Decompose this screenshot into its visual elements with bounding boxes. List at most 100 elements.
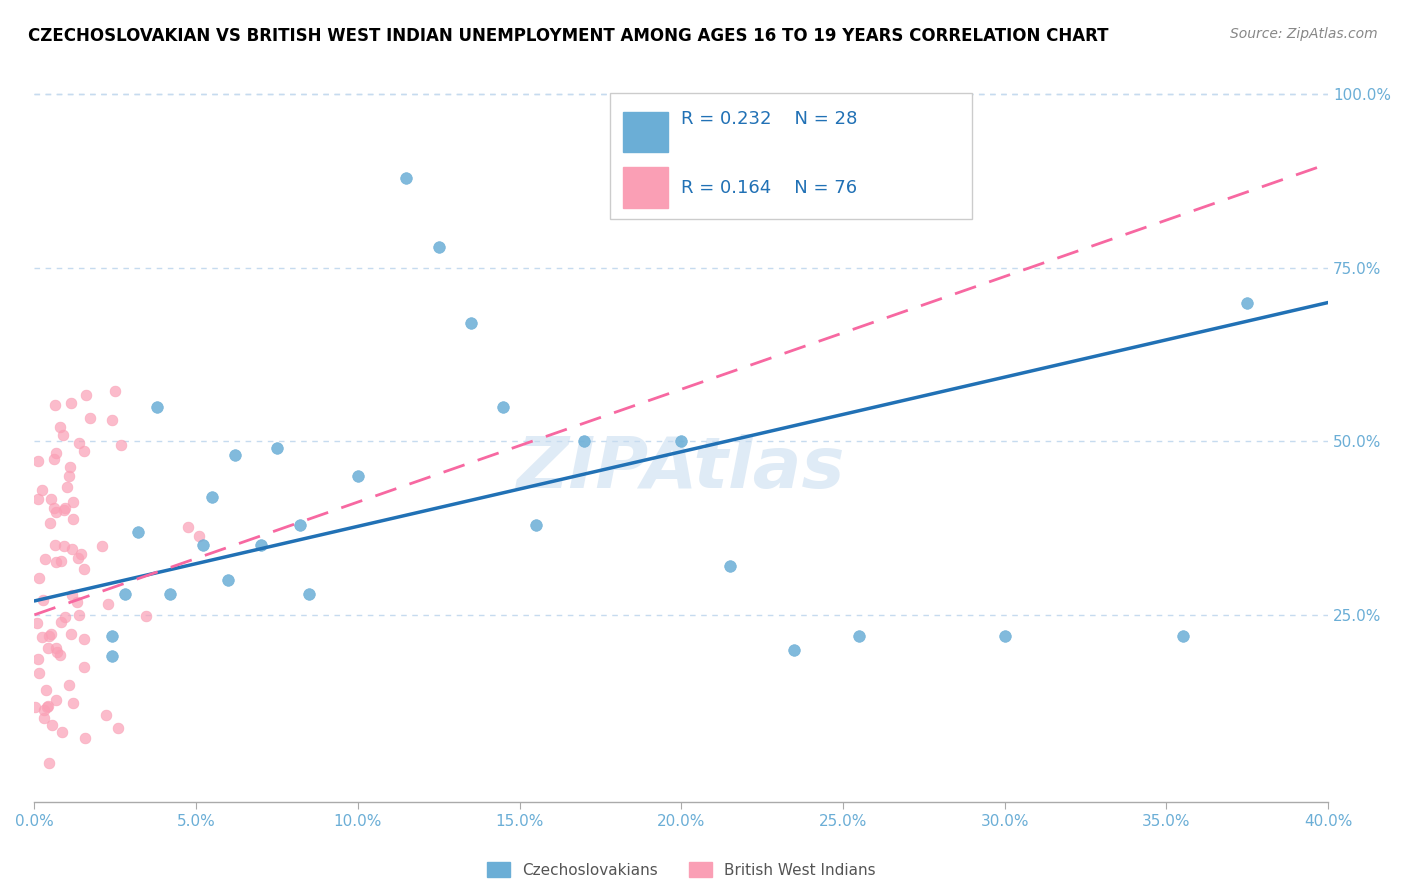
Point — [49, 648, 72, 663]
Point — [41, 717, 63, 731]
FancyBboxPatch shape — [610, 93, 973, 219]
Point — [73, 731, 96, 746]
Point — [45, 640, 67, 655]
Point — [53, 610, 76, 624]
Point — [44, 398, 66, 412]
Point — [24, 700, 46, 714]
Point — [34, 682, 56, 697]
Text: ZIPAtlas: ZIPAtlas — [517, 434, 845, 502]
Point — [28, 666, 51, 681]
Point — [73, 562, 96, 576]
Point — [146, 400, 169, 414]
Point — [34, 552, 56, 566]
Point — [60, 541, 83, 556]
Point — [427, 240, 450, 254]
Point — [38, 516, 60, 530]
Point — [135, 608, 157, 623]
Point — [62, 696, 84, 710]
Point — [460, 316, 482, 330]
Point — [27, 491, 49, 506]
Point — [45, 555, 67, 569]
Point — [67, 436, 90, 450]
Point — [75, 387, 97, 401]
Point — [177, 520, 200, 534]
Point — [73, 632, 96, 647]
Point — [52, 427, 75, 442]
Point — [101, 629, 124, 643]
Point — [395, 170, 418, 185]
Point — [492, 400, 515, 414]
Point — [52, 503, 75, 517]
Point — [39, 492, 62, 507]
Point — [60, 396, 83, 410]
Point — [31, 630, 53, 644]
Point — [37, 640, 59, 655]
Point — [201, 490, 224, 504]
Point — [66, 594, 89, 608]
Point — [288, 517, 311, 532]
Text: Source: ZipAtlas.com: Source: ZipAtlas.com — [1230, 27, 1378, 41]
Point — [73, 660, 96, 674]
Point — [217, 573, 239, 587]
Point — [51, 724, 73, 739]
Point — [44, 538, 66, 552]
Point — [69, 547, 91, 561]
Point — [38, 629, 60, 643]
Point — [52, 539, 75, 553]
Point — [524, 517, 547, 532]
Point — [104, 384, 127, 399]
Point — [34, 711, 56, 725]
Point — [1171, 629, 1194, 643]
Point — [574, 434, 596, 449]
Point — [31, 483, 53, 498]
Point — [266, 442, 288, 456]
Point — [42, 451, 65, 466]
Point — [45, 505, 67, 519]
Point — [49, 615, 72, 629]
Point — [60, 627, 83, 641]
Point — [671, 434, 693, 449]
Point — [994, 629, 1017, 643]
Point — [39, 627, 62, 641]
Point — [62, 511, 84, 525]
Point — [28, 571, 51, 585]
Point — [1236, 295, 1258, 310]
Point — [114, 587, 136, 601]
Point — [58, 469, 80, 483]
Point — [45, 645, 67, 659]
Point — [127, 524, 149, 539]
Point — [45, 446, 67, 460]
Point — [101, 413, 124, 427]
Point — [224, 448, 246, 462]
Point — [38, 756, 60, 770]
Point — [27, 454, 49, 468]
Text: CZECHOSLOVAKIAN VS BRITISH WEST INDIAN UNEMPLOYMENT AMONG AGES 16 TO 19 YEARS CO: CZECHOSLOVAKIAN VS BRITISH WEST INDIAN U… — [28, 27, 1108, 45]
Point — [49, 420, 72, 434]
Point — [107, 721, 129, 735]
Point — [91, 539, 114, 553]
Text: R = 0.164    N = 76: R = 0.164 N = 76 — [682, 179, 858, 197]
Point — [66, 551, 89, 566]
Point — [191, 538, 214, 552]
Point — [298, 587, 321, 601]
Point — [67, 608, 90, 623]
Point — [848, 629, 870, 643]
Point — [249, 538, 271, 552]
Point — [58, 678, 80, 692]
Point — [97, 597, 120, 611]
Point — [56, 480, 79, 494]
Point — [59, 459, 82, 474]
Point — [73, 444, 96, 458]
Legend: Czechoslovakians, British West Indians: Czechoslovakians, British West Indians — [481, 855, 882, 884]
Point — [110, 438, 132, 452]
Point — [45, 693, 67, 707]
Point — [94, 707, 117, 722]
Point — [346, 469, 368, 483]
Point — [783, 642, 806, 657]
Point — [37, 699, 59, 714]
Point — [187, 529, 209, 543]
Point — [25, 616, 48, 631]
Point — [159, 587, 181, 601]
Point — [101, 649, 124, 664]
Point — [51, 554, 73, 568]
